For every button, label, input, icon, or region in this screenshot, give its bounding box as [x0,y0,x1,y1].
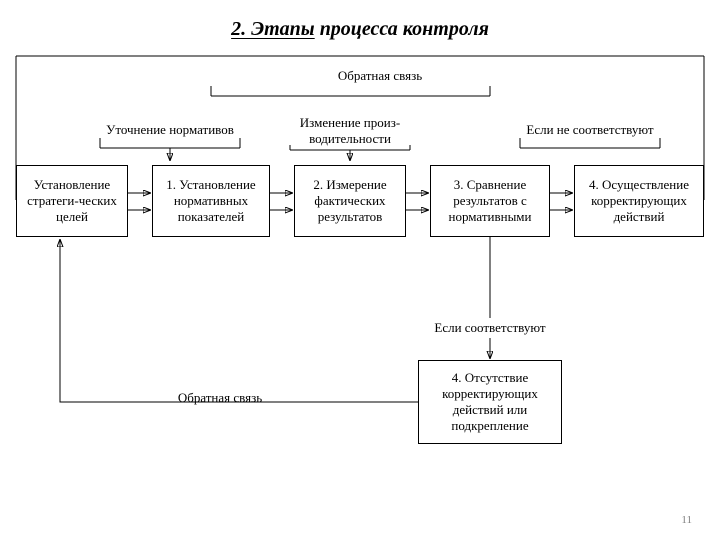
label-if-not-match: Если не соответствуют [500,122,680,138]
title-underlined: 2. Этапы [231,18,315,40]
node-step3: 3. Сравнение результатов с нормативными [430,165,550,237]
label-change-perf: Изменение произ- водительности [270,115,430,146]
node-step1: 1. Установление нормативных показателей [152,165,270,237]
label-feedback-bottom: Обратная связь [150,390,290,406]
node-step4b: 4. Отсутствие корректирующих действий ил… [418,360,562,444]
node-strategic-goals: Установление стратеги-ческих целей [16,165,128,237]
node-step4a: 4. Осуществление корректирующих действий [574,165,704,237]
label-feedback-top: Обратная связь [300,68,460,84]
node-step2: 2. Измерение фактических результатов [294,165,406,237]
page-number: 11 [681,514,692,526]
label-clarify-norms: Уточнение нормативов [85,122,255,138]
title-rest: процесса контроля [315,18,489,40]
label-if-match: Если соответствуют [410,320,570,336]
page-title: 2. Этапы процесса контроля [0,18,720,41]
